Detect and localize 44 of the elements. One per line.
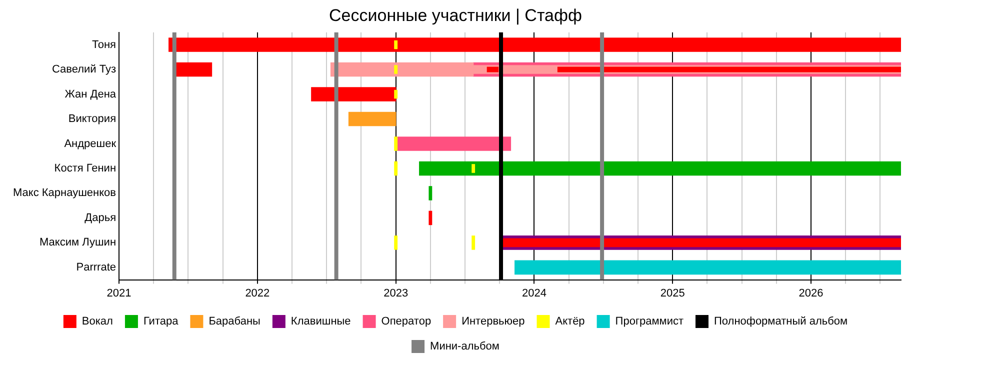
- legend-label: Актёр: [555, 316, 585, 328]
- legend-label: Вокал: [82, 316, 113, 328]
- y-tick-label: Тоня: [92, 38, 116, 51]
- bar: [394, 161, 398, 176]
- bar: [394, 65, 398, 74]
- bar: [428, 210, 432, 226]
- bar: [168, 38, 901, 52]
- bar: [514, 260, 901, 275]
- legend-label: Полноформатный альбом: [714, 316, 848, 328]
- x-tick-label: 2025: [660, 287, 685, 300]
- legend-label: Гитара: [143, 316, 180, 328]
- bar: [394, 136, 398, 151]
- y-tick-label: Жан Дена: [64, 88, 117, 100]
- bar: [394, 40, 398, 50]
- bar: [428, 186, 432, 200]
- bar: [394, 236, 398, 250]
- x-tick-label: 2026: [798, 287, 824, 300]
- y-tick-label: Савелий Туз: [52, 64, 116, 76]
- bar: [472, 164, 476, 173]
- bar: [557, 66, 901, 72]
- y-tick-label: Виктория: [68, 113, 116, 126]
- bar: [394, 90, 398, 99]
- y-tick-label: Дарья: [84, 212, 116, 224]
- x-tick-label: 2024: [522, 287, 546, 300]
- bar: [175, 62, 212, 77]
- y-tick-label: Parrrate: [76, 261, 116, 274]
- x-tick-label: 2023: [384, 287, 408, 300]
- y-tick-label: Андрешек: [64, 138, 116, 150]
- bar: [311, 87, 396, 102]
- y-tick-label: Максим Лушин: [40, 236, 116, 249]
- y-tick-label: Костя Генин: [54, 162, 116, 174]
- bar: [348, 112, 396, 126]
- legend-label: Клавишные: [290, 316, 351, 328]
- legend-label: Оператор: [381, 316, 432, 328]
- y-tick-label: Макс Карнаушенков: [12, 187, 116, 200]
- chart-title: Сессионные участники | Стафф: [329, 6, 582, 25]
- x-tick-label: 2022: [245, 287, 270, 300]
- legend-label: Интервьюер: [462, 316, 525, 328]
- legend-label: Программист: [615, 316, 684, 328]
- legend-label: Мини-альбом: [430, 340, 500, 353]
- bar: [396, 136, 512, 151]
- bar: [419, 161, 901, 176]
- legend-label: Барабаны: [208, 316, 261, 328]
- x-tick-label: 2021: [106, 287, 132, 300]
